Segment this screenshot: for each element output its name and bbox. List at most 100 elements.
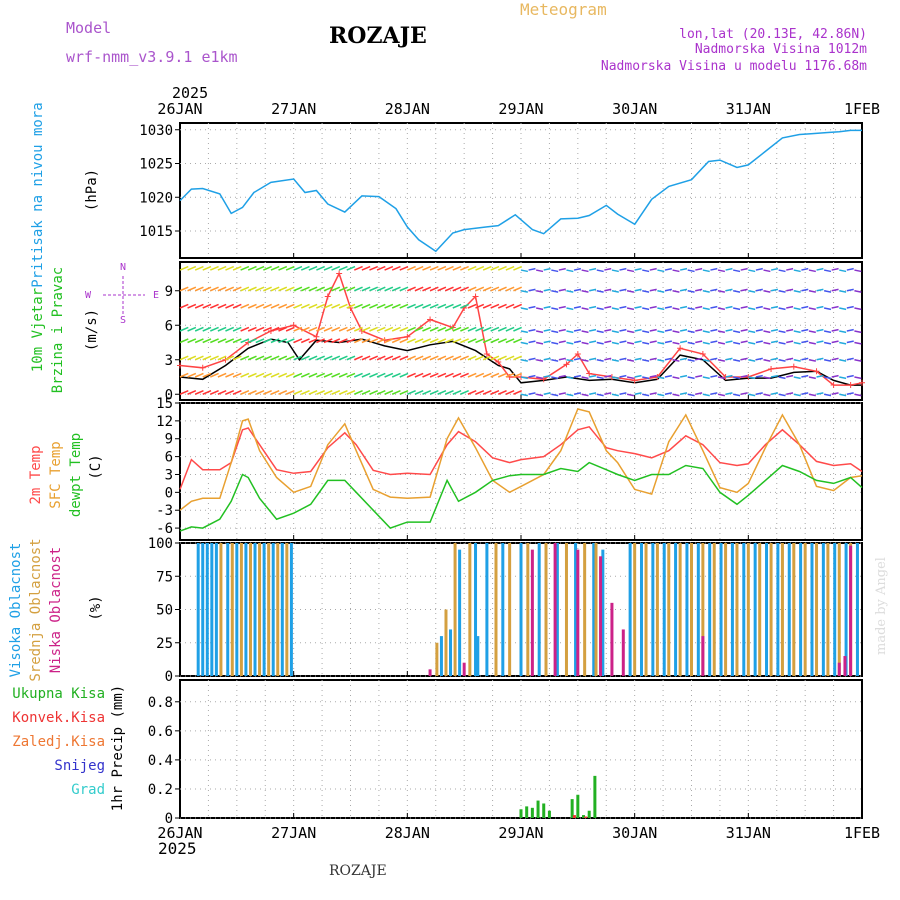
- wind-arrow: [293, 265, 303, 271]
- wind-arrow: [247, 286, 257, 292]
- wind-arrow: [482, 355, 492, 361]
- footer-station: ROZAJE: [329, 863, 387, 879]
- wind-arrow: [316, 372, 325, 378]
- wind-arrow: [353, 390, 363, 395]
- wind-arrow: [558, 392, 566, 395]
- compass-e: E: [153, 290, 159, 301]
- wind-arrow: [376, 338, 386, 344]
- compass-s: S: [120, 315, 126, 326]
- bar-visoka-oblacnost: [244, 543, 248, 676]
- wind-arrow: [846, 374, 854, 378]
- wind-arrow: [604, 305, 612, 309]
- wind-arrow: [194, 355, 204, 361]
- wind-arrow: [414, 265, 424, 271]
- wind-arrow: [589, 288, 597, 292]
- bar-srednja-oblacnost: [655, 543, 659, 676]
- wind-arrow: [444, 286, 454, 292]
- bar-visoka-oblacnost: [674, 543, 678, 676]
- bar-visoka-oblacnost: [196, 543, 200, 676]
- bar-srednja-oblacnost: [758, 543, 762, 676]
- wind-arrow: [194, 338, 204, 344]
- wind-arrow: [513, 372, 523, 378]
- wind-arrow: [543, 374, 551, 378]
- bar-ukupna-kisa: [542, 803, 546, 818]
- bar-srednja-oblacnost: [453, 543, 457, 676]
- wind-arrow: [444, 303, 454, 309]
- wind-arrow: [854, 376, 862, 380]
- wind-arrow: [770, 340, 779, 344]
- time-tick-label-bottom: 1FEB: [844, 824, 880, 842]
- wind-arrow: [823, 330, 832, 334]
- bar-srednja-oblacnost: [837, 543, 841, 676]
- wind-arrow: [755, 305, 763, 309]
- wind-arrow: [263, 338, 272, 344]
- wind-arrow: [846, 328, 854, 332]
- bar-visoka-oblacnost: [253, 543, 257, 676]
- wind-arrow: [202, 265, 212, 271]
- wind-arrow: [573, 340, 582, 344]
- wind-arrow: [513, 265, 523, 271]
- wind-arrow: [695, 288, 703, 292]
- wind-arrow: [247, 326, 257, 332]
- wind-arrow: [437, 286, 447, 292]
- wind-arrow: [384, 390, 394, 395]
- bar-konvek-kisa: [572, 815, 576, 818]
- wind-arrow: [422, 286, 432, 292]
- y-tick-label: 0: [165, 485, 173, 501]
- wind-arrow: [414, 338, 424, 344]
- wind-arrow: [255, 355, 265, 361]
- wind-arrow: [240, 355, 250, 361]
- wind-arrow: [770, 288, 779, 292]
- bar-srednja-oblacnost: [435, 642, 439, 676]
- wind-arrow: [854, 393, 862, 397]
- wind-arrow: [634, 305, 642, 309]
- wind-arrow: [414, 303, 424, 309]
- wind-arrow: [429, 355, 439, 361]
- gust-marker: [768, 365, 775, 372]
- bar-niska-oblacnost: [553, 543, 557, 676]
- wind-arrow: [687, 341, 695, 345]
- wind-arrow: [611, 290, 619, 293]
- wind-arrow: [497, 338, 507, 344]
- wind-arrow: [369, 326, 379, 332]
- y-tick-label: 12: [156, 414, 173, 430]
- wind-arrow: [702, 359, 710, 362]
- wind-arrow: [823, 341, 832, 345]
- wind-arrow: [475, 326, 485, 332]
- wind-arrow: [323, 286, 333, 292]
- wind-arrow: [429, 338, 439, 344]
- wind-arrow: [642, 269, 650, 273]
- y-tick-label: 1030: [139, 123, 173, 139]
- wind-arrow: [187, 286, 197, 292]
- wind-arrow: [452, 326, 462, 332]
- wind-arrow: [695, 357, 703, 361]
- wind-arrow: [338, 326, 348, 332]
- wind-arrow: [194, 265, 204, 271]
- wind-arrow: [543, 288, 551, 292]
- wind-arrow: [338, 372, 348, 378]
- wind-arrow: [210, 338, 219, 344]
- wind-arrow: [210, 355, 219, 361]
- wind-arrow: [786, 340, 794, 344]
- wind-arrow: [816, 357, 824, 361]
- wind-arrow: [763, 376, 771, 380]
- bar-srednja-oblacnost: [258, 543, 262, 676]
- wind-arrow: [649, 374, 657, 378]
- wind-arrow: [308, 355, 318, 361]
- wind-arrow: [407, 355, 416, 361]
- wind-arrow: [444, 265, 454, 271]
- wind-arrow: [270, 265, 280, 271]
- wind-arrow: [278, 303, 288, 309]
- year-bottom: 2025: [158, 839, 197, 858]
- wind-arrow: [240, 372, 250, 378]
- bar-visoka-oblacnost: [214, 543, 218, 676]
- wind-arrow: [596, 341, 604, 345]
- wind-arrow: [551, 393, 559, 397]
- wind-arrow: [338, 303, 348, 309]
- wind-arrow: [513, 303, 523, 309]
- wind-arrow: [255, 265, 265, 271]
- wind-arrow: [778, 341, 786, 345]
- bar-niska-oblacnost: [462, 662, 466, 676]
- wind-arrow: [679, 305, 688, 309]
- wind-arrow: [202, 390, 212, 395]
